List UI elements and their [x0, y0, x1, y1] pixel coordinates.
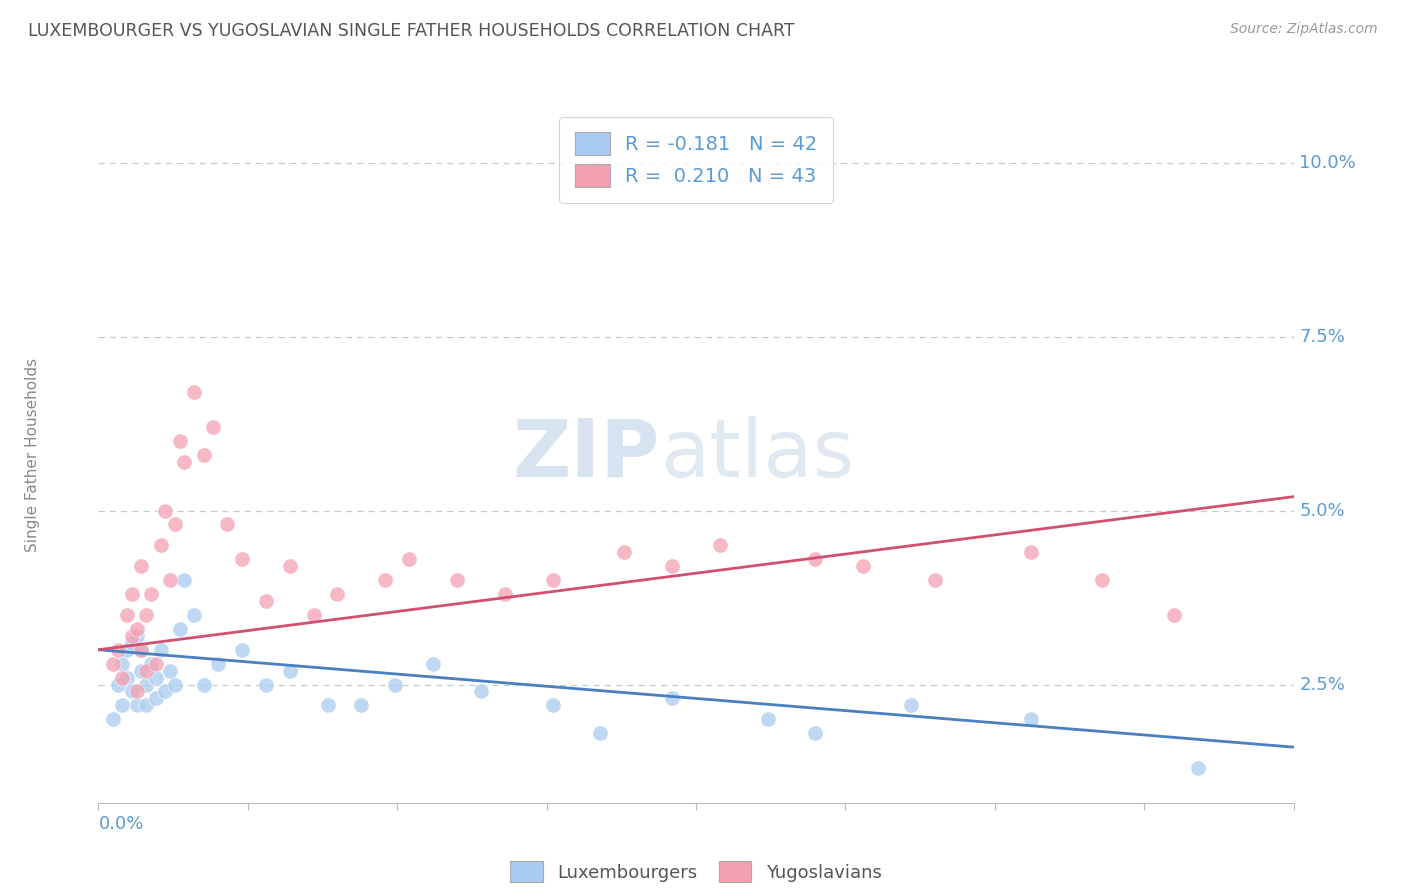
Text: 5.0%: 5.0% — [1299, 501, 1346, 519]
Point — [398, 552, 420, 566]
Point — [155, 503, 177, 517]
Text: Single Father Households: Single Father Households — [25, 358, 41, 552]
Point — [115, 642, 138, 657]
Point — [131, 642, 153, 657]
Point — [231, 552, 253, 566]
Point — [924, 573, 946, 587]
Point — [661, 559, 683, 574]
Point — [217, 517, 239, 532]
Text: 10.0%: 10.0% — [1299, 153, 1357, 171]
Point — [121, 684, 143, 698]
Point — [1019, 545, 1042, 559]
Point — [384, 677, 406, 691]
Point — [163, 517, 186, 532]
Point — [193, 677, 215, 691]
Point — [145, 671, 167, 685]
Point — [350, 698, 373, 713]
Point — [111, 698, 134, 713]
Point — [125, 629, 148, 643]
Point — [115, 607, 138, 622]
Point — [145, 657, 167, 671]
Point — [155, 684, 177, 698]
Point — [470, 684, 492, 698]
Point — [101, 657, 124, 671]
Point — [1187, 761, 1209, 775]
Point — [107, 642, 129, 657]
Text: 2.5%: 2.5% — [1299, 675, 1346, 693]
Point — [541, 698, 564, 713]
Point — [173, 573, 195, 587]
Point — [756, 712, 779, 726]
Point — [278, 664, 301, 678]
Text: LUXEMBOURGER VS YUGOSLAVIAN SINGLE FATHER HOUSEHOLDS CORRELATION CHART: LUXEMBOURGER VS YUGOSLAVIAN SINGLE FATHE… — [28, 22, 794, 40]
Point — [159, 664, 181, 678]
Point — [163, 677, 186, 691]
Point — [900, 698, 922, 713]
Point — [101, 712, 124, 726]
Text: Source: ZipAtlas.com: Source: ZipAtlas.com — [1230, 22, 1378, 37]
Point — [121, 629, 143, 643]
Point — [135, 698, 157, 713]
Point — [302, 607, 325, 622]
Point — [125, 684, 148, 698]
Point — [374, 573, 396, 587]
Point — [804, 726, 827, 740]
Point — [193, 448, 215, 462]
Point — [316, 698, 339, 713]
Point — [131, 559, 153, 574]
Point — [541, 573, 564, 587]
Point — [183, 607, 205, 622]
Point — [121, 587, 143, 601]
Text: 0.0%: 0.0% — [98, 815, 143, 833]
Point — [1019, 712, 1042, 726]
Point — [709, 538, 731, 552]
Point — [589, 726, 612, 740]
Point — [254, 677, 277, 691]
Point — [131, 664, 153, 678]
Point — [852, 559, 875, 574]
Point — [139, 657, 162, 671]
Point — [135, 664, 157, 678]
Point — [121, 636, 143, 650]
Point — [115, 671, 138, 685]
Point — [207, 657, 229, 671]
Point — [326, 587, 349, 601]
Text: 7.5%: 7.5% — [1299, 327, 1346, 345]
Point — [149, 538, 172, 552]
Point — [131, 642, 153, 657]
Point — [125, 698, 148, 713]
Point — [613, 545, 636, 559]
Point — [173, 455, 195, 469]
Point — [139, 587, 162, 601]
Point — [1163, 607, 1185, 622]
Point — [111, 657, 134, 671]
Text: ZIP: ZIP — [513, 416, 661, 494]
Point — [804, 552, 827, 566]
Text: atlas: atlas — [661, 416, 855, 494]
Point — [159, 573, 181, 587]
Point — [446, 573, 468, 587]
Point — [111, 671, 134, 685]
Legend: Luxembourgers, Yugoslavians: Luxembourgers, Yugoslavians — [501, 852, 891, 891]
Point — [135, 607, 157, 622]
Point — [231, 642, 253, 657]
Point — [135, 677, 157, 691]
Point — [107, 677, 129, 691]
Point — [169, 622, 191, 636]
Point — [169, 434, 191, 448]
Point — [202, 420, 225, 434]
Point — [278, 559, 301, 574]
Point — [254, 594, 277, 608]
Point — [183, 385, 205, 400]
Point — [149, 642, 172, 657]
Point — [422, 657, 444, 671]
Point — [661, 691, 683, 706]
Point — [1091, 573, 1114, 587]
Point — [145, 691, 167, 706]
Point — [494, 587, 516, 601]
Point — [125, 622, 148, 636]
